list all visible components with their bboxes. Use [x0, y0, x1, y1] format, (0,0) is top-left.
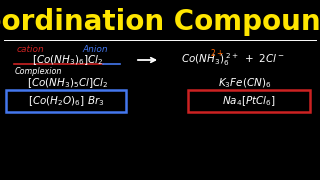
Text: $2+$: $2+$	[210, 48, 224, 58]
Text: $Co(NH_3)_6^{\ 2+}\ +\ 2Cl^-$: $Co(NH_3)_6^{\ 2+}\ +\ 2Cl^-$	[181, 52, 285, 68]
Text: Anion: Anion	[82, 44, 108, 53]
Text: Complexion: Complexion	[14, 66, 62, 75]
Text: cation: cation	[16, 44, 44, 53]
Text: $[Co(NH_3)_6]Cl_2$: $[Co(NH_3)_6]Cl_2$	[32, 53, 104, 67]
Bar	[188, 90, 310, 112]
Text: $Na_4[PtCl_6]$: $Na_4[PtCl_6]$	[222, 94, 276, 108]
Text: $[Co(H_2O)_6]\ Br_3$: $[Co(H_2O)_6]\ Br_3$	[28, 94, 104, 108]
Bar	[6, 90, 126, 112]
Text: Coordination Compounds: Coordination Compounds	[0, 8, 320, 36]
Text: $K_3Fe(CN)_6$: $K_3Fe(CN)_6$	[218, 76, 272, 90]
Text: $[Co(NH_3)_5Cl]Cl_2$: $[Co(NH_3)_5Cl]Cl_2$	[27, 76, 109, 90]
